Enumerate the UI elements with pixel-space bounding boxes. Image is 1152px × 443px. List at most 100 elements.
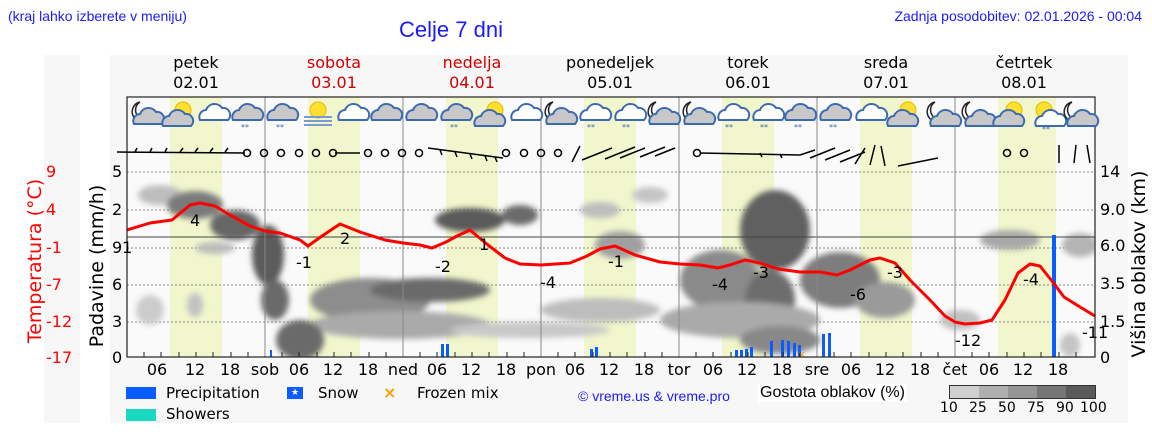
svg-text:**: **	[622, 123, 630, 132]
legend-snow: Snow	[318, 384, 359, 402]
day-header-torek: torek 06.01	[725, 53, 771, 92]
frozen-mix-marker: ×	[797, 348, 806, 361]
moon-cloud-icon	[1063, 101, 1100, 127]
precip-tick: 6	[112, 275, 123, 294]
svg-text:-12: -12	[955, 331, 981, 350]
temp-tick: -17	[46, 348, 73, 367]
svg-text:**: **	[450, 123, 458, 132]
moon-cloud-icon	[926, 101, 963, 127]
svg-text:-3: -3	[753, 263, 769, 282]
svg-text:-4: -4	[712, 275, 728, 294]
cloud-height-tick: 14	[1100, 162, 1121, 181]
precip-tick: 3	[112, 312, 123, 331]
svg-text:-4: -4	[540, 273, 556, 292]
temp-tick: -7	[46, 275, 62, 294]
svg-text:4: 4	[190, 211, 200, 230]
cloud-snow-icon: **	[579, 102, 613, 132]
temperature-axis-panel	[44, 55, 80, 423]
temp-tick: -12	[46, 312, 73, 331]
page-title: Celje 7 dni	[399, 17, 503, 42]
moon-cloud-icon	[647, 101, 682, 125]
svg-text:-3: -3	[887, 263, 903, 282]
precip-tick: 91	[112, 238, 133, 257]
svg-text:-6: -6	[850, 285, 866, 304]
temp-tick: 4	[46, 200, 57, 219]
cloud-snow-icon: **	[266, 102, 300, 132]
moon-cloud-icon	[682, 101, 717, 125]
day-header-ponedeljek: ponedeljek 05.01	[566, 53, 654, 92]
svg-text:2: 2	[340, 229, 350, 248]
showers-swatch	[126, 409, 156, 421]
moon-cloud-icon	[544, 101, 579, 125]
precip-tick: 0	[112, 348, 123, 367]
svg-text:**: **	[241, 123, 249, 132]
svg-text:**: **	[725, 123, 733, 132]
moon-cloud-icon	[131, 101, 166, 125]
cloud-height-tick: 1.5	[1100, 312, 1126, 331]
temperature-extreme-labels: 4 -1 2 -2 1 -4 -1 -4 -3 -6 -3 -12 -4 -11	[190, 211, 1108, 350]
temp-tick: 9	[46, 162, 57, 181]
cloud-density-scale-bar	[949, 385, 1096, 399]
temperature-line	[126, 201, 1096, 326]
temperature-axis-title: Temperatura (°C)	[24, 178, 46, 344]
day-dividers	[264, 97, 956, 357]
x-axis-ticks	[143, 352, 1077, 357]
temp-tick: -1	[46, 238, 62, 257]
cloud-snow-icon: **	[440, 102, 474, 132]
legend-frozen-mix: Frozen mix	[417, 384, 499, 402]
cloud-height-tick: 9.0	[1100, 200, 1126, 219]
cloud-snow-icon: **	[614, 102, 648, 132]
precipitation-bars	[270, 235, 1056, 357]
cloud-snow-icon: **	[717, 102, 751, 132]
cloud-snow-icon: **	[231, 102, 265, 132]
wind-barbs-row	[116, 144, 1091, 167]
svg-text:-4: -4	[1023, 270, 1039, 289]
cloud-height-tick: 6.0	[1100, 236, 1126, 255]
sun-fog-icon	[304, 101, 332, 126]
svg-text:**: **	[276, 123, 284, 132]
plot-frame	[126, 96, 1096, 358]
precipitation-swatch	[126, 387, 156, 399]
day-header-petek: petek 02.01	[173, 53, 219, 92]
sun-cloud-icon	[161, 101, 195, 127]
sun-cloud-icon	[886, 101, 920, 127]
day-header-cetrtek: četrtek 08.01	[995, 53, 1053, 92]
frozen-mix-x-icon: ×	[383, 383, 397, 402]
copyright-link[interactable]: © vreme.us & vreme.pro	[578, 388, 730, 404]
temperature-axis-title-wrap: Temperatura (°C)	[18, 175, 46, 365]
cloud-snow-icon: **	[784, 102, 818, 132]
cloud-height-tick: 0	[1100, 348, 1111, 367]
location-hint-link[interactable]: (kraj lahko izberete v meniju)	[8, 8, 187, 24]
legend-showers: Showers	[166, 405, 230, 423]
cloud-height-tick: 3.5	[1100, 274, 1126, 293]
svg-text:-2: -2	[435, 257, 451, 276]
day-header-sreda: sreda 07.01	[863, 53, 909, 92]
weather-icons-row: ** ** ** ** ** ** ** ** ** **	[131, 101, 1100, 134]
cloud-height-axis-title-wrap: Višina oblakov (km)	[1128, 171, 1152, 365]
day-header-sobota: sobota 03.01	[306, 53, 362, 92]
precip-axis-title-wrap: Padavine (mm/h)	[84, 175, 108, 365]
legend-precipitation: Precipitation	[166, 384, 260, 402]
sun-cloud-snow-icon: **	[1034, 101, 1068, 134]
svg-text:-1: -1	[296, 253, 312, 272]
svg-text:**: **	[760, 123, 768, 132]
day-header-nedelja: nedelja 04.01	[442, 53, 502, 92]
precip-tick: 2	[112, 200, 123, 219]
cloud-snow-icon: **	[752, 102, 786, 132]
svg-text:**: **	[829, 123, 837, 132]
cloud-density-label: Gostota oblakov (%)	[758, 384, 907, 402]
last-update: Zadnja posodobitev: 02.01.2026 - 00:04	[894, 8, 1142, 24]
precip-tick: 5	[112, 162, 123, 181]
cloud-snow-icon: **	[819, 102, 853, 132]
svg-text:**: **	[794, 123, 802, 132]
svg-text:-1: -1	[608, 252, 624, 271]
cloud-height-axis-title: Višina oblakov (km)	[1128, 170, 1150, 358]
sun-cloud-icon	[473, 101, 507, 127]
svg-text:1: 1	[479, 235, 489, 254]
svg-text:**: **	[1042, 125, 1050, 134]
moon-cloud-icon	[961, 101, 998, 127]
precip-axis-title: Padavine (mm/h)	[86, 184, 108, 348]
svg-text:**: **	[587, 123, 595, 132]
sun-cloud-icon	[992, 101, 1026, 127]
